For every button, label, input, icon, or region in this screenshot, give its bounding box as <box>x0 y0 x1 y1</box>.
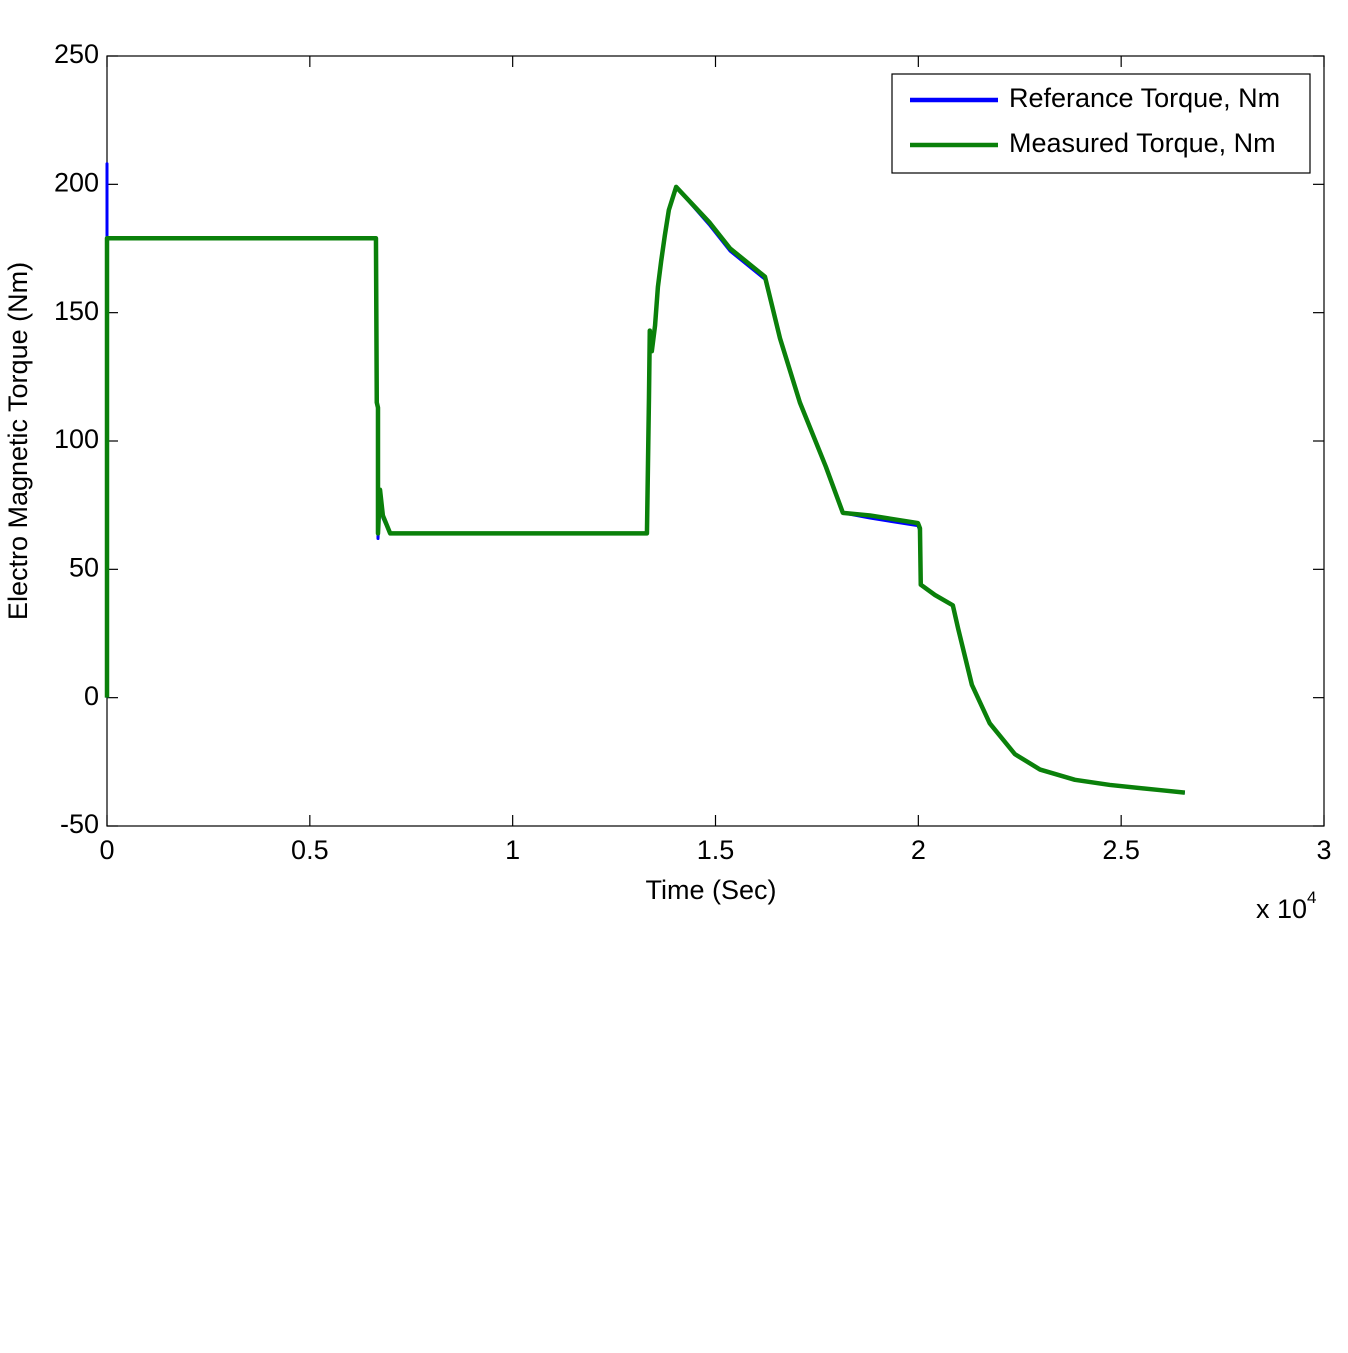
x-tick-label: 3 <box>1316 835 1331 865</box>
x-tick-label: 1.5 <box>697 835 735 865</box>
y-tick-label: 0 <box>84 681 99 711</box>
legend-box <box>891 73 1311 174</box>
x-tick-label: 0.5 <box>291 835 329 865</box>
y-tick-label: 200 <box>54 167 99 197</box>
legend-label: Measured Torque, Nm <box>1009 128 1276 158</box>
legend-label: Referance Torque, Nm <box>1009 83 1280 113</box>
x-axis-label: Time (Sec) <box>645 875 776 905</box>
x-scale-base: x 10 <box>1256 894 1307 924</box>
y-tick-label: 250 <box>54 39 99 69</box>
x-scale-label: x 104 <box>1256 888 1317 924</box>
x-tick-label: 2.5 <box>1102 835 1140 865</box>
y-tick-label: 50 <box>69 552 99 582</box>
x-tick-label: 2 <box>911 835 926 865</box>
y-axis-label: Electro Magnetic Torque (Nm) <box>3 262 33 620</box>
x-scale-exponent: 4 <box>1307 888 1316 907</box>
y-tick-label: 150 <box>54 296 99 326</box>
y-tick-label: -50 <box>60 809 99 839</box>
series-line <box>104 184 1186 795</box>
x-tick-label: 0 <box>99 835 114 865</box>
y-tick-label: 100 <box>54 424 99 454</box>
x-tick-label: 1 <box>505 835 520 865</box>
